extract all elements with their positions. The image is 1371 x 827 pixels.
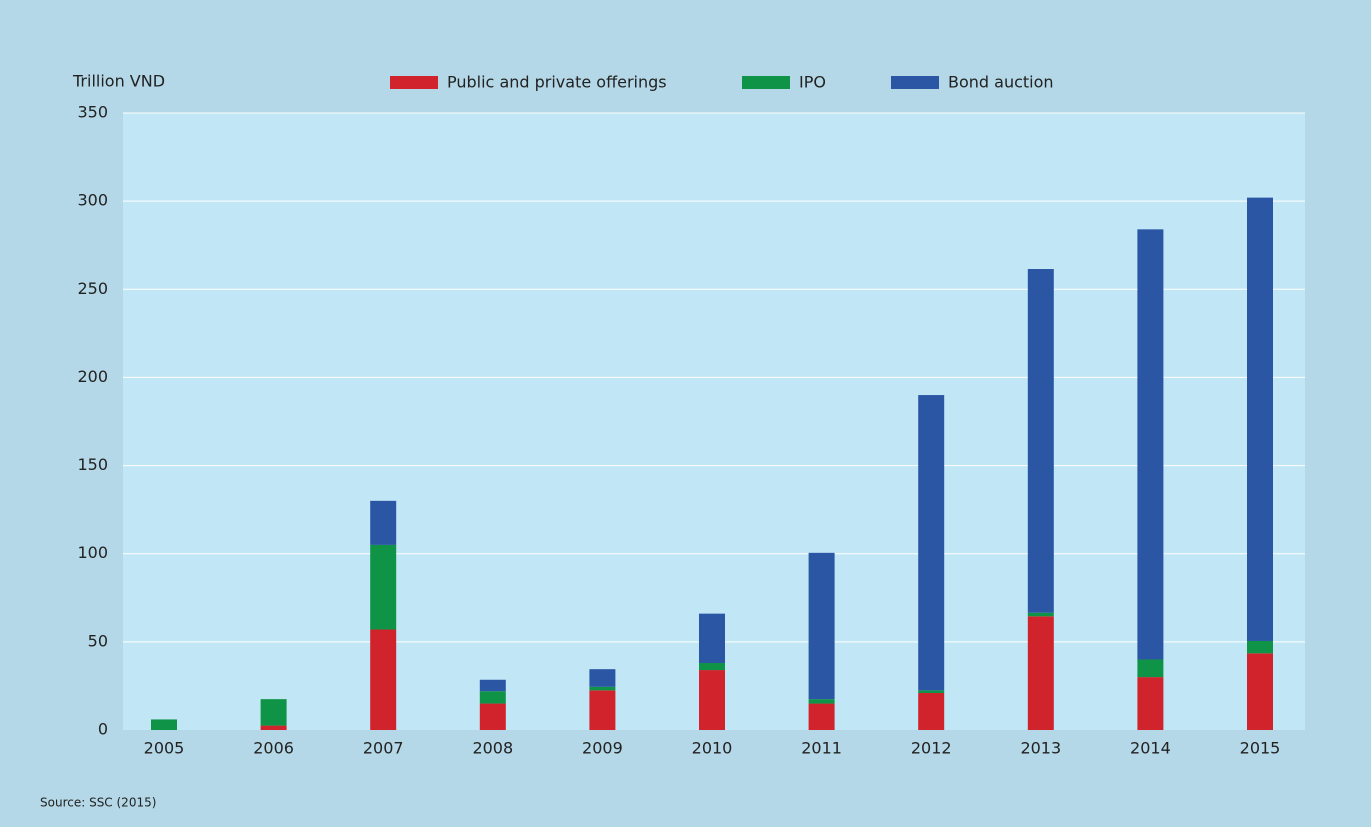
bar-segment — [260, 699, 287, 726]
legend-label: IPO — [799, 73, 826, 92]
x-tick-label: 2005 — [144, 739, 185, 758]
x-tick-label: 2012 — [911, 739, 952, 758]
bar-segment — [1247, 197, 1273, 641]
bar-segment — [918, 395, 945, 691]
bar-segment — [699, 670, 725, 730]
legend-label: Public and private offerings — [447, 73, 667, 92]
x-tick-label: 2015 — [1240, 739, 1281, 758]
bar-segment — [589, 669, 616, 687]
bar-segment — [808, 552, 835, 700]
bar-segment — [1027, 612, 1054, 617]
x-tick-label: 2007 — [363, 739, 404, 758]
bar-segment — [918, 692, 945, 730]
y-tick-label: 200 — [77, 367, 108, 386]
bar-segment — [370, 544, 397, 630]
bar-segment — [1247, 640, 1273, 654]
bar-segment — [479, 679, 506, 692]
x-tick-label: 2010 — [692, 739, 733, 758]
bar-segment — [479, 691, 506, 704]
y-tick-label: 250 — [77, 279, 108, 298]
x-tick-label: 2013 — [1020, 739, 1061, 758]
x-tick-label: 2009 — [582, 739, 623, 758]
legend-swatch — [390, 76, 438, 89]
bar-segment — [1027, 269, 1054, 613]
y-tick-label: 0 — [98, 720, 108, 739]
source: Source: SSC (2015) — [40, 796, 156, 810]
bar-segment — [1137, 229, 1164, 660]
bar-segment — [808, 703, 835, 730]
y-tick-label: 300 — [77, 191, 108, 210]
y-tick-label: 150 — [77, 455, 108, 474]
bar-segment — [699, 613, 725, 664]
bar-segment — [260, 725, 287, 730]
bar-segment — [699, 663, 725, 671]
x-tick-label: 2006 — [253, 739, 294, 758]
bar-segment — [808, 699, 835, 704]
bar-segment — [589, 686, 616, 691]
bar-segment — [370, 500, 397, 545]
bar-segment — [589, 690, 616, 730]
y-tick-label: 350 — [77, 103, 108, 122]
y-tick-label: 50 — [88, 631, 108, 650]
bar-segment — [1027, 616, 1054, 730]
y-tick-label: 100 — [77, 543, 108, 562]
bar-segment — [479, 703, 506, 730]
bar-segment — [1137, 677, 1164, 730]
legend-swatch — [742, 76, 790, 89]
legend-label: Bond auction — [948, 73, 1054, 92]
bar-segment — [918, 690, 945, 693]
bar-segment — [1247, 653, 1273, 730]
x-tick-label: 2014 — [1130, 739, 1171, 758]
bar-segment — [370, 629, 397, 730]
x-tick-label: 2011 — [801, 739, 842, 758]
y-axis-label: Trillion VND — [72, 72, 165, 91]
legend-swatch — [891, 76, 939, 89]
x-tick-label: 2008 — [472, 739, 513, 758]
bar-segment — [151, 719, 177, 730]
bar-segment — [1137, 659, 1164, 678]
